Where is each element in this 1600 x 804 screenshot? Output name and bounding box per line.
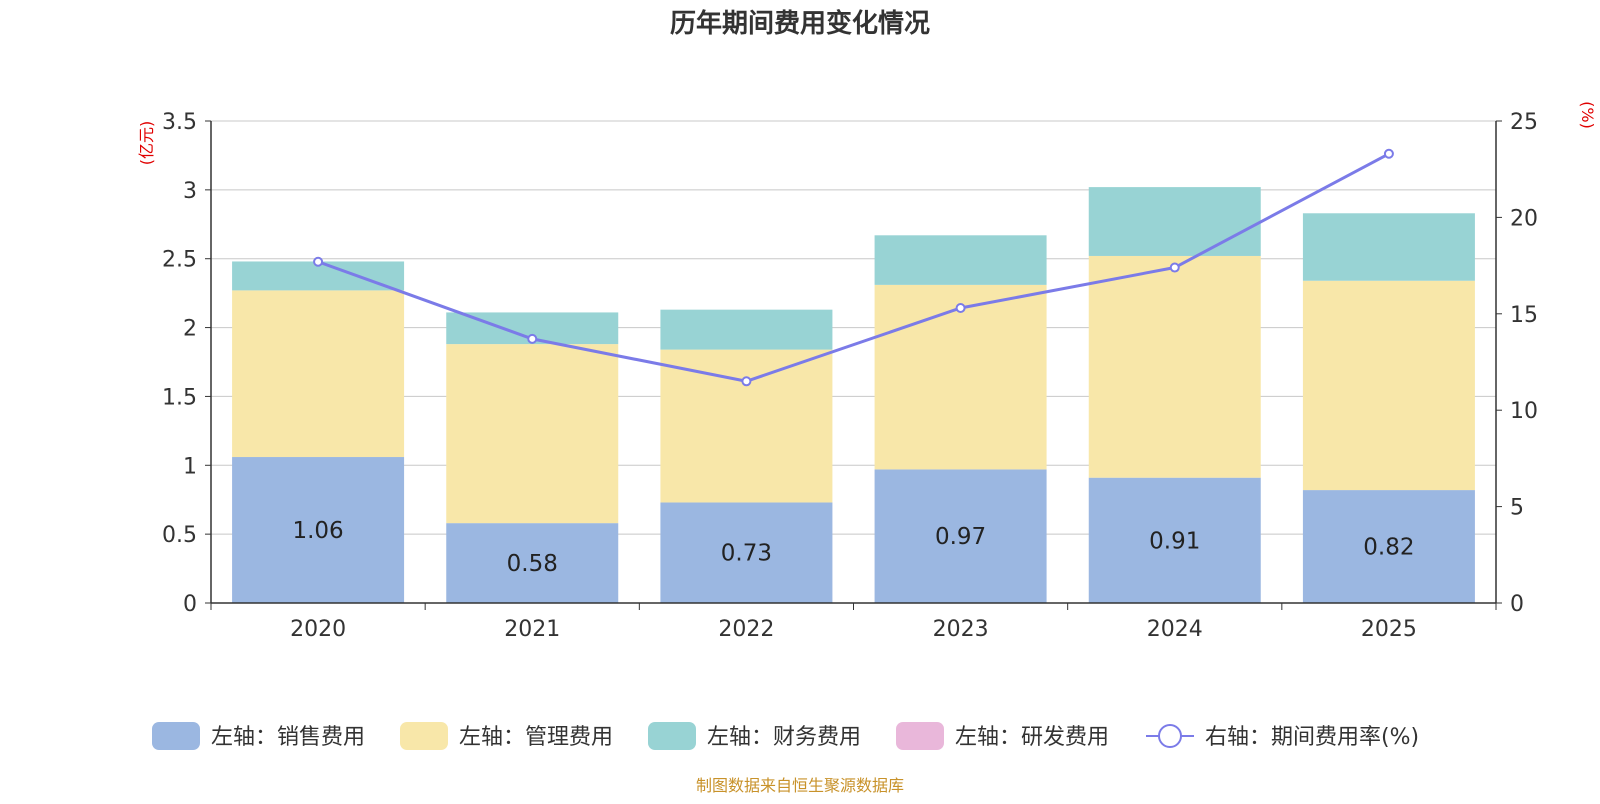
- source-note: 制图数据来自恒生聚源数据库: [696, 776, 904, 795]
- bar-2-2024: [1088, 187, 1261, 256]
- bar-0-2023: [874, 469, 1047, 603]
- rate-line-path: [317, 152, 1390, 383]
- bar-0-2024: [1088, 477, 1261, 603]
- bar-value-label: 0.73: [721, 541, 772, 567]
- rate-point: [741, 376, 752, 387]
- legend-swatch: [400, 722, 448, 750]
- y-right-tick-label: 10: [1510, 399, 1538, 424]
- bar-1-2023: [874, 284, 1047, 470]
- bar-value-label: 0.58: [507, 551, 558, 577]
- y-left-axis-label: (亿元): [137, 121, 156, 166]
- x-tick-label: 2022: [718, 617, 774, 642]
- y-right-tick-label: 25: [1510, 110, 1538, 135]
- bar-value-label: 0.82: [1363, 535, 1414, 561]
- bar-0-2022: [660, 502, 833, 603]
- bar-value-label: 0.97: [935, 524, 986, 550]
- x-tick-label: 2020: [290, 617, 346, 642]
- y-right-axis-label: (%): [1578, 101, 1597, 129]
- y-left-tick-label: 2: [183, 317, 197, 342]
- legend-label: 左轴：研发费用: [955, 725, 1109, 750]
- x-tick-label: 2021: [504, 617, 560, 642]
- bar-2-2025: [1302, 213, 1475, 281]
- rate-point: [1169, 262, 1180, 273]
- bar-0-2020: [232, 457, 405, 603]
- y-right-tick-label: 20: [1510, 206, 1538, 231]
- legend-label: 左轴：财务费用: [707, 725, 861, 750]
- bar-2-2022: [660, 309, 833, 350]
- bar-1-2021: [446, 344, 619, 524]
- bar-value-label: 1.06: [292, 518, 343, 544]
- bar-1-2025: [1302, 280, 1475, 491]
- y-right-tick-label: 5: [1510, 496, 1524, 521]
- y-right-tick-label: 0: [1510, 592, 1524, 617]
- rate-line: [313, 148, 1394, 387]
- bar-value-labels: 1.06 0.58 0.73 0.97 0.91 0.82: [292, 518, 1414, 577]
- legend-swatch: [648, 722, 696, 750]
- bar-2-2023: [874, 235, 1047, 285]
- bar-value-label: 0.91: [1149, 528, 1200, 554]
- bars: [232, 187, 1475, 603]
- y-left-tick-label: 1: [183, 454, 197, 479]
- bar-1-2024: [1088, 255, 1261, 478]
- rate-point: [527, 333, 538, 344]
- y-right-tick-label: 15: [1510, 303, 1538, 328]
- y-left-tick-label: 0.5: [162, 523, 197, 548]
- y-left-tick-label: 0: [183, 592, 197, 617]
- bar-1-2020: [232, 290, 405, 458]
- chart-title: 历年期间费用变化情况: [670, 8, 930, 39]
- legend-label: 左轴：销售费用: [211, 725, 365, 750]
- x-tick-label: 2024: [1147, 617, 1203, 642]
- legend: 左轴：销售费用 左轴：管理费用 左轴：财务费用 左轴：研发费用 右轴：期间费用率(%): [152, 722, 1419, 750]
- bar-0-2025: [1302, 490, 1475, 603]
- legend-swatch: [152, 722, 200, 750]
- rate-point: [313, 256, 324, 267]
- grid-lines: [211, 120, 1496, 535]
- bar-0-2021: [446, 523, 619, 603]
- legend-swatch: [896, 722, 944, 750]
- y-left-tick-label: 3.5: [162, 110, 197, 135]
- legend-line-marker: [1158, 724, 1182, 748]
- x-tick-label: 2023: [933, 617, 989, 642]
- bar-1-2022: [660, 349, 833, 503]
- rate-point: [955, 303, 966, 314]
- y-left-tick-label: 3: [183, 179, 197, 204]
- legend-label: 右轴：期间费用率(%): [1205, 725, 1419, 750]
- rate-point: [1383, 148, 1394, 159]
- legend-label: 左轴：管理费用: [459, 725, 613, 750]
- y-left-tick-label: 2.5: [162, 248, 197, 273]
- y-left-tick-label: 1.5: [162, 385, 197, 410]
- x-tick-label: 2025: [1361, 617, 1417, 642]
